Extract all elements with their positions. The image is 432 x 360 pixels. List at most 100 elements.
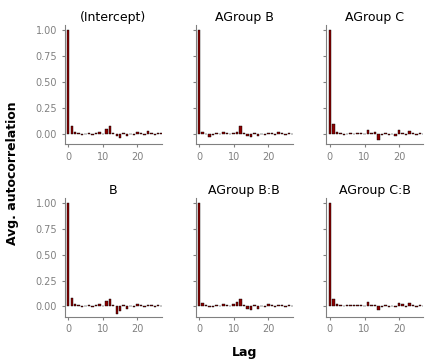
Title: AGroup C: AGroup C (346, 11, 404, 24)
Bar (119, 306, 121, 311)
Bar (401, 133, 404, 134)
Bar (198, 30, 200, 134)
Bar (105, 129, 108, 134)
Bar (267, 305, 270, 306)
Bar (281, 133, 283, 134)
Bar (405, 134, 407, 135)
Bar (346, 305, 349, 306)
Bar (253, 133, 256, 134)
Bar (257, 306, 259, 309)
Bar (388, 306, 390, 307)
Bar (140, 305, 142, 306)
Bar (153, 134, 156, 135)
Title: AGroup B: AGroup B (215, 11, 273, 24)
Bar (201, 303, 204, 306)
Bar (136, 132, 139, 134)
Bar (232, 305, 235, 306)
Bar (88, 133, 90, 134)
Bar (205, 305, 207, 306)
Bar (288, 305, 290, 306)
Bar (143, 306, 146, 307)
Bar (394, 134, 397, 136)
Bar (370, 305, 373, 306)
Bar (270, 305, 273, 306)
Bar (88, 305, 90, 306)
Bar (284, 306, 287, 307)
Bar (208, 134, 211, 137)
Bar (77, 133, 80, 134)
Bar (288, 133, 290, 134)
Bar (70, 298, 73, 306)
Bar (257, 134, 259, 136)
Bar (415, 134, 418, 135)
Bar (343, 134, 345, 135)
Bar (332, 299, 335, 306)
Bar (126, 134, 128, 136)
Bar (381, 306, 383, 307)
Bar (408, 131, 411, 134)
Bar (143, 134, 146, 135)
Bar (419, 305, 421, 306)
Bar (133, 134, 135, 135)
Bar (215, 305, 218, 306)
Bar (367, 302, 369, 306)
Bar (374, 132, 376, 134)
Bar (339, 133, 342, 134)
Bar (77, 305, 80, 306)
Bar (215, 133, 218, 134)
Bar (388, 134, 390, 135)
Text: Lag: Lag (232, 346, 257, 359)
Bar (239, 299, 242, 306)
Bar (253, 305, 256, 306)
Title: AGroup C:B: AGroup C:B (339, 184, 411, 197)
Bar (95, 305, 97, 306)
Bar (153, 306, 156, 307)
Bar (108, 126, 111, 134)
Bar (112, 133, 114, 134)
Bar (360, 305, 362, 306)
Bar (157, 133, 159, 134)
Bar (208, 306, 211, 307)
Bar (236, 132, 238, 134)
Bar (356, 305, 359, 306)
Bar (398, 130, 400, 134)
Bar (377, 134, 380, 140)
Bar (405, 306, 407, 307)
Bar (222, 305, 225, 306)
Bar (332, 123, 335, 134)
Title: (Intercept): (Intercept) (80, 11, 146, 24)
Bar (356, 133, 359, 134)
Bar (336, 305, 338, 306)
Title: B: B (109, 184, 118, 197)
Bar (112, 305, 114, 306)
Bar (150, 133, 152, 134)
Bar (67, 30, 70, 134)
Bar (274, 306, 276, 307)
Bar (91, 306, 94, 307)
Bar (115, 306, 118, 314)
Bar (157, 305, 159, 306)
Text: Avg. autocorrelation: Avg. autocorrelation (6, 101, 19, 244)
Bar (353, 305, 356, 306)
Bar (349, 133, 352, 134)
Bar (267, 133, 270, 134)
Bar (384, 133, 387, 134)
Bar (146, 305, 149, 306)
Bar (226, 305, 228, 306)
Bar (339, 305, 342, 306)
Bar (212, 306, 214, 307)
Bar (270, 133, 273, 134)
Bar (226, 133, 228, 134)
Bar (281, 305, 283, 306)
Bar (74, 132, 76, 134)
Bar (239, 126, 242, 134)
Bar (140, 133, 142, 134)
Bar (381, 134, 383, 135)
Bar (243, 305, 245, 306)
Bar (108, 299, 111, 306)
Bar (412, 133, 414, 134)
Bar (377, 306, 380, 310)
Bar (91, 134, 94, 135)
Bar (222, 132, 225, 134)
Bar (150, 305, 152, 306)
